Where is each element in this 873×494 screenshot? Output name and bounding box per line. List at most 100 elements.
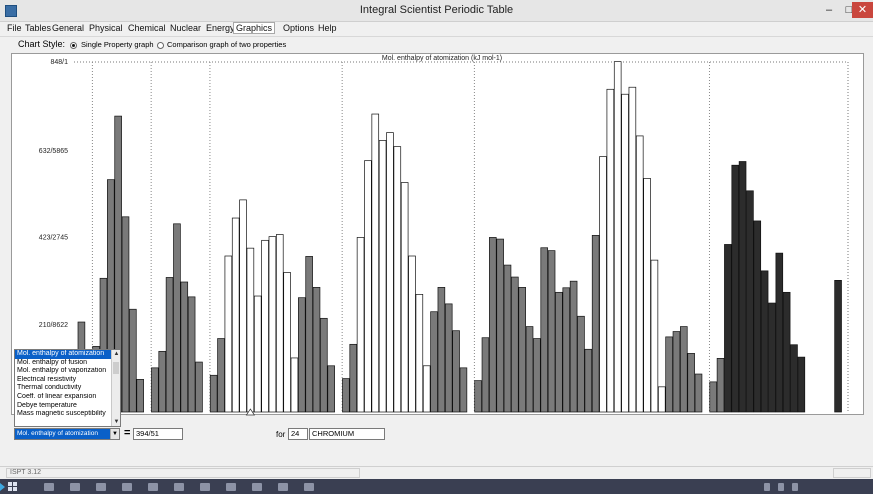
app-icon [5,5,17,17]
bar-element-99 [797,356,806,413]
status-text: ISPT 3.12 [10,469,42,476]
bar-element-40 [364,160,372,413]
minimize-button[interactable]: – [825,4,833,16]
bar-element-60 [511,276,519,413]
bar-element-88 [716,358,725,413]
bar-element-78 [643,178,651,413]
scroll-up-icon[interactable]: ▲ [113,351,120,357]
single-property-radio[interactable] [70,42,77,49]
tray-flag-icon[interactable] [792,483,798,491]
tray-volume-icon[interactable] [778,483,784,491]
property-combo[interactable]: Mol. enthalpy of atomization ▼ [14,428,120,440]
taskbar-app-icon[interactable] [148,483,158,491]
menu-bar: File Tables General Physical Chemical Nu… [0,22,873,37]
bar-element-56 [481,337,490,413]
equals-sign: = [124,427,131,439]
maximize-button[interactable]: □ [845,4,853,16]
bar-element-35 [327,365,335,413]
bar-element-91 [738,161,747,413]
listbox-scrollbar[interactable]: ▲ ▼ [111,350,120,426]
bar-element-13 [165,277,174,413]
taskbar-app-icon[interactable] [252,483,262,491]
bar-element-90 [731,164,740,413]
bar-element-84 [687,353,695,413]
taskbar-app-icon[interactable] [200,483,210,491]
menu-chemical[interactable]: Chemical [128,23,166,33]
bar-element-27 [268,236,277,413]
bar-element-65 [547,250,556,413]
taskbar-app-icon[interactable] [278,483,288,491]
window-title: Integral Scientist Periodic Table [359,4,514,16]
bar-element-95 [768,302,776,413]
bar-element-71 [591,235,600,413]
bar-element-50 [437,287,446,413]
property-option[interactable]: Mol. enthalpy of fusion [17,358,88,366]
bar-element-22 [231,217,240,413]
property-option[interactable]: Mol. enthalpy of atomization [15,350,112,359]
chart-panel: Mol. enthalpy of atomization (kJ mol-1) 2… [11,53,864,416]
chart-style-label: Chart Style: [18,39,66,49]
close-button[interactable]: ✕ [852,2,873,18]
bar-element-45 [400,182,409,413]
bar-element-46 [408,255,416,413]
bar-element-104 [834,280,842,413]
property-bar-chart: Mol. enthalpy of atomization (kJ mol-1) 2… [39,55,849,416]
bar-element-59 [503,264,512,413]
taskbar-app-icon[interactable] [304,483,314,491]
bar-element-8 [129,308,137,413]
bar-element-85 [694,373,703,413]
property-combo-value[interactable]: Mol. enthalpy of atomization [15,429,111,439]
menu-general[interactable]: General [52,23,85,33]
taskbar-app-icon[interactable] [174,483,184,491]
taskbar-app-icon[interactable] [96,483,106,491]
bar-element-37 [342,378,350,413]
cursor-pointer-icon [0,483,5,491]
y-tick-label: 423/2745 [39,234,68,241]
bar-element-16 [187,296,196,413]
comparison-radio[interactable] [157,42,164,49]
single-property-label[interactable]: Single Property graph [81,40,154,49]
taskbar-app-icon[interactable] [70,483,80,491]
comparison-label[interactable]: Comparison graph of two properties [167,40,287,49]
menu-help[interactable]: Help [318,23,337,33]
taskbar-app-icon[interactable] [226,483,236,491]
property-option[interactable]: Mass magnetic susceptibility [17,410,106,418]
menu-graphics[interactable]: Graphics [233,22,276,34]
property-value-field[interactable]: 394/51 [133,428,183,440]
menu-tables[interactable]: Tables [25,23,52,33]
title-bar: Integral Scientist Periodic Table – □ ✕ [0,0,873,22]
property-listbox[interactable]: Mol. enthalpy of atomization Mol. enthal… [14,349,121,427]
property-option[interactable]: Coeff. of linear expansion [17,392,97,400]
property-option[interactable]: Thermal conductivity [17,384,82,392]
chevron-down-icon[interactable]: ▼ [110,429,119,439]
bar-element-14 [173,223,181,413]
bar-element-67 [562,287,571,413]
property-option[interactable]: Electrical resistivity [17,375,77,383]
bar-element-63 [533,338,541,413]
bar-element-76 [628,86,637,413]
taskbar-app-icon[interactable] [122,483,132,491]
menu-energy[interactable]: Energy [206,23,235,33]
bar-element-31 [298,297,306,413]
bar-element-28 [276,234,284,413]
atomic-number-field[interactable]: 24 [288,428,308,440]
menu-file[interactable]: File [7,23,22,33]
taskbar-app-icon[interactable] [44,483,54,491]
scroll-thumb[interactable] [113,362,119,374]
tray-network-icon[interactable] [764,483,770,491]
element-name-field[interactable]: CHROMIUM [309,428,385,440]
bar-element-25 [253,295,262,413]
start-icon[interactable] [8,482,17,491]
bar-element-61 [518,287,526,413]
bar-element-29 [283,272,291,413]
bar-element-44 [393,146,402,413]
bar-element-39 [356,237,365,413]
property-option[interactable]: Debye temperature [17,401,77,409]
bar-element-47 [415,294,424,413]
menu-physical[interactable]: Physical [89,23,123,33]
menu-nuclear[interactable]: Nuclear [170,23,202,33]
bar-element-92 [746,190,754,413]
scroll-down-icon[interactable]: ▼ [113,419,120,425]
property-option[interactable]: Mol. enthalpy of vaporization [17,367,107,375]
menu-options[interactable]: Options [283,23,315,33]
